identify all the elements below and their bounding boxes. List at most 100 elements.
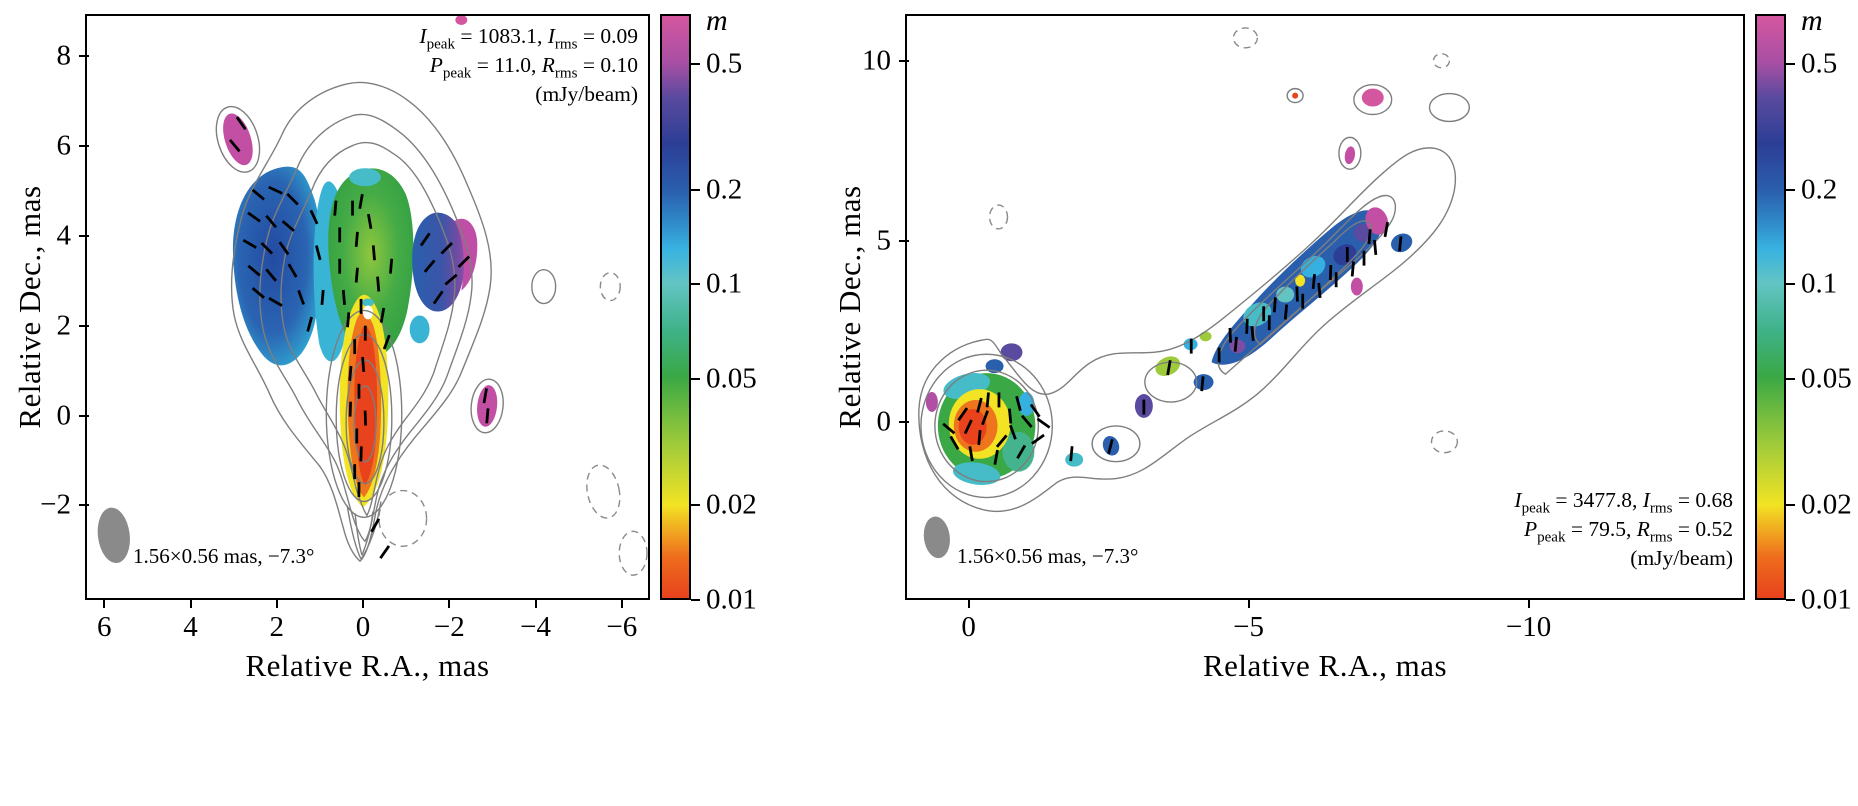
- evpa-vector: [358, 193, 364, 209]
- beam-label-right: 1.56×0.56 mas, −7.3°: [957, 544, 1139, 568]
- evpa-vector: [281, 220, 295, 232]
- colorbar-tick-mark: [1786, 599, 1795, 601]
- annotation-segment: rms: [1649, 500, 1673, 517]
- evpa-vector: [1228, 327, 1232, 343]
- evpa-vector: [371, 245, 376, 261]
- colorbar-tick-label: 0.5: [1801, 47, 1838, 80]
- x-tick-label: −5: [1233, 611, 1265, 643]
- y-tick-label: 6: [56, 129, 72, 162]
- colorbar-tick-mark: [691, 504, 700, 507]
- colorbar-tick-mark: [691, 283, 700, 286]
- colorbar-tick-label: 0.01: [706, 583, 757, 616]
- beam-ellipse-left: [97, 507, 130, 564]
- colorbar-right: 0.5 0.2 0.1 0.05 0.02 0.01 m: [1755, 4, 1855, 616]
- annotation-segment: R: [541, 53, 555, 77]
- y-tick-mark: [899, 420, 909, 423]
- x-tick-label: 6: [97, 611, 112, 643]
- map-left: [97, 16, 648, 576]
- evpa-vector: [1398, 236, 1403, 252]
- colorbar-tick-label: 0.05: [1801, 362, 1852, 395]
- y-tick-label: 2: [56, 309, 72, 342]
- annotation-line: Ipeak = 1083.1, Irms = 0.09: [419, 22, 638, 53]
- beam-label-left: 1.56×0.56 mas, −7.3°: [133, 544, 315, 568]
- evpa-vector: [354, 231, 359, 247]
- evpa-vector: [367, 213, 373, 230]
- evpa-vector: [963, 419, 973, 435]
- y-tick-label: 10: [862, 44, 891, 77]
- colorbar-tick-mark: [691, 378, 700, 381]
- evpa-vector: [247, 211, 261, 223]
- plot-area-left: Ipeak = 1083.1, Irms = 0.09 Ppeak = 11.0,…: [40, 14, 650, 643]
- pol-vectors-right: [942, 221, 1403, 465]
- evpa-vector: [265, 214, 278, 229]
- annotation-segment: rms: [554, 36, 578, 53]
- colorbar-ticks-left: 0.5 0.2 0.1 0.05 0.02 0.01: [660, 14, 790, 616]
- annotation-segment: = 0.68: [1672, 488, 1733, 512]
- annotation-segment: (mJy/beam): [1630, 546, 1733, 570]
- evpa-vector: [1373, 239, 1378, 255]
- evpa-vector: [432, 290, 444, 305]
- colorbar-tick-label: 0.01: [1801, 583, 1852, 616]
- evpa-vector: [265, 268, 278, 282]
- colorbar-title-left: m: [706, 4, 728, 37]
- annotation-segment: rms: [1649, 529, 1673, 546]
- annotation-segment: = 3477.8,: [1549, 488, 1643, 512]
- x-tick-mark: [534, 598, 537, 608]
- x-tick-mark: [1247, 598, 1250, 608]
- colorbar-tick-label: 0.05: [706, 362, 757, 395]
- y-ticks-right: 10 5 0: [829, 16, 909, 598]
- intensity-contours: [918, 83, 1471, 513]
- annotation-left: Ipeak = 1083.1, Irms = 0.09 Ppeak = 11.0,…: [419, 22, 638, 109]
- evpa-vector: [482, 388, 488, 404]
- x-tick-mark: [362, 598, 365, 608]
- evpa-vector: [287, 263, 298, 278]
- evpa-vector: [382, 334, 391, 350]
- negative-contours-dashed: [378, 271, 648, 576]
- x-axis-label-left: Relative R.A., mas: [245, 648, 490, 683]
- annotation-segment: P: [1523, 517, 1538, 541]
- evpa-vector: [423, 259, 436, 273]
- evpa-vector: [457, 255, 471, 268]
- evpa-vector: [976, 397, 983, 413]
- x-ticks-right: 0 −5 −10: [907, 598, 1743, 650]
- y-tick-mark: [899, 240, 909, 243]
- colorbar-tick-mark: [1786, 188, 1795, 191]
- evpa-vector: [1036, 417, 1051, 429]
- annotation-line: Ipeak = 3477.8, Irms = 0.68: [1514, 486, 1733, 517]
- evpa-vector: [985, 392, 990, 408]
- y-tick-mark: [79, 145, 89, 148]
- evpa-vector: [1311, 273, 1316, 290]
- colorbar-tick-label: 0.2: [1801, 173, 1838, 206]
- x-tick-label: −4: [520, 611, 551, 643]
- x-tick-label: 0: [355, 611, 371, 643]
- y-tick-label: 0: [56, 399, 72, 432]
- colorbar-left: 0.5 0.2 0.1 0.05 0.02 0.01 m: [660, 4, 790, 616]
- y-tick-label: 8: [56, 39, 72, 72]
- evpa-vector: [1016, 444, 1027, 460]
- annotation-line: (mJy/beam): [1514, 544, 1733, 573]
- evpa-vector: [389, 258, 394, 274]
- colorbar-title-right: m: [1801, 4, 1823, 37]
- evpa-vector: [1383, 221, 1389, 238]
- evpa-vector: [485, 408, 490, 424]
- evpa-vector: [942, 422, 956, 435]
- evpa-vector: [993, 449, 999, 465]
- x-axis-label-right: Relative R.A., mas: [1202, 648, 1448, 683]
- y-tick-label: 0: [876, 405, 892, 438]
- colorbar-tick-mark: [691, 62, 700, 65]
- annotation-segment: = 0.52: [1672, 517, 1733, 541]
- evpa-vector: [1283, 304, 1289, 320]
- plot-area-right: Ipeak = 3477.8, Irms = 0.68 Ppeak = 79.5,…: [862, 14, 1745, 643]
- evpa-vector: [361, 356, 366, 372]
- y-tick-mark: [79, 235, 89, 238]
- evpa-vector: [1272, 297, 1277, 313]
- annotation-segment: I: [1514, 488, 1522, 512]
- evpa-vector: [306, 316, 313, 332]
- evpa-vector: [379, 545, 391, 560]
- evpa-vector: [1200, 376, 1205, 392]
- evpa-vector: [1350, 261, 1355, 277]
- x-tick-mark: [1527, 598, 1530, 608]
- evpa-vector: [379, 307, 386, 323]
- y-tick-mark: [79, 414, 89, 417]
